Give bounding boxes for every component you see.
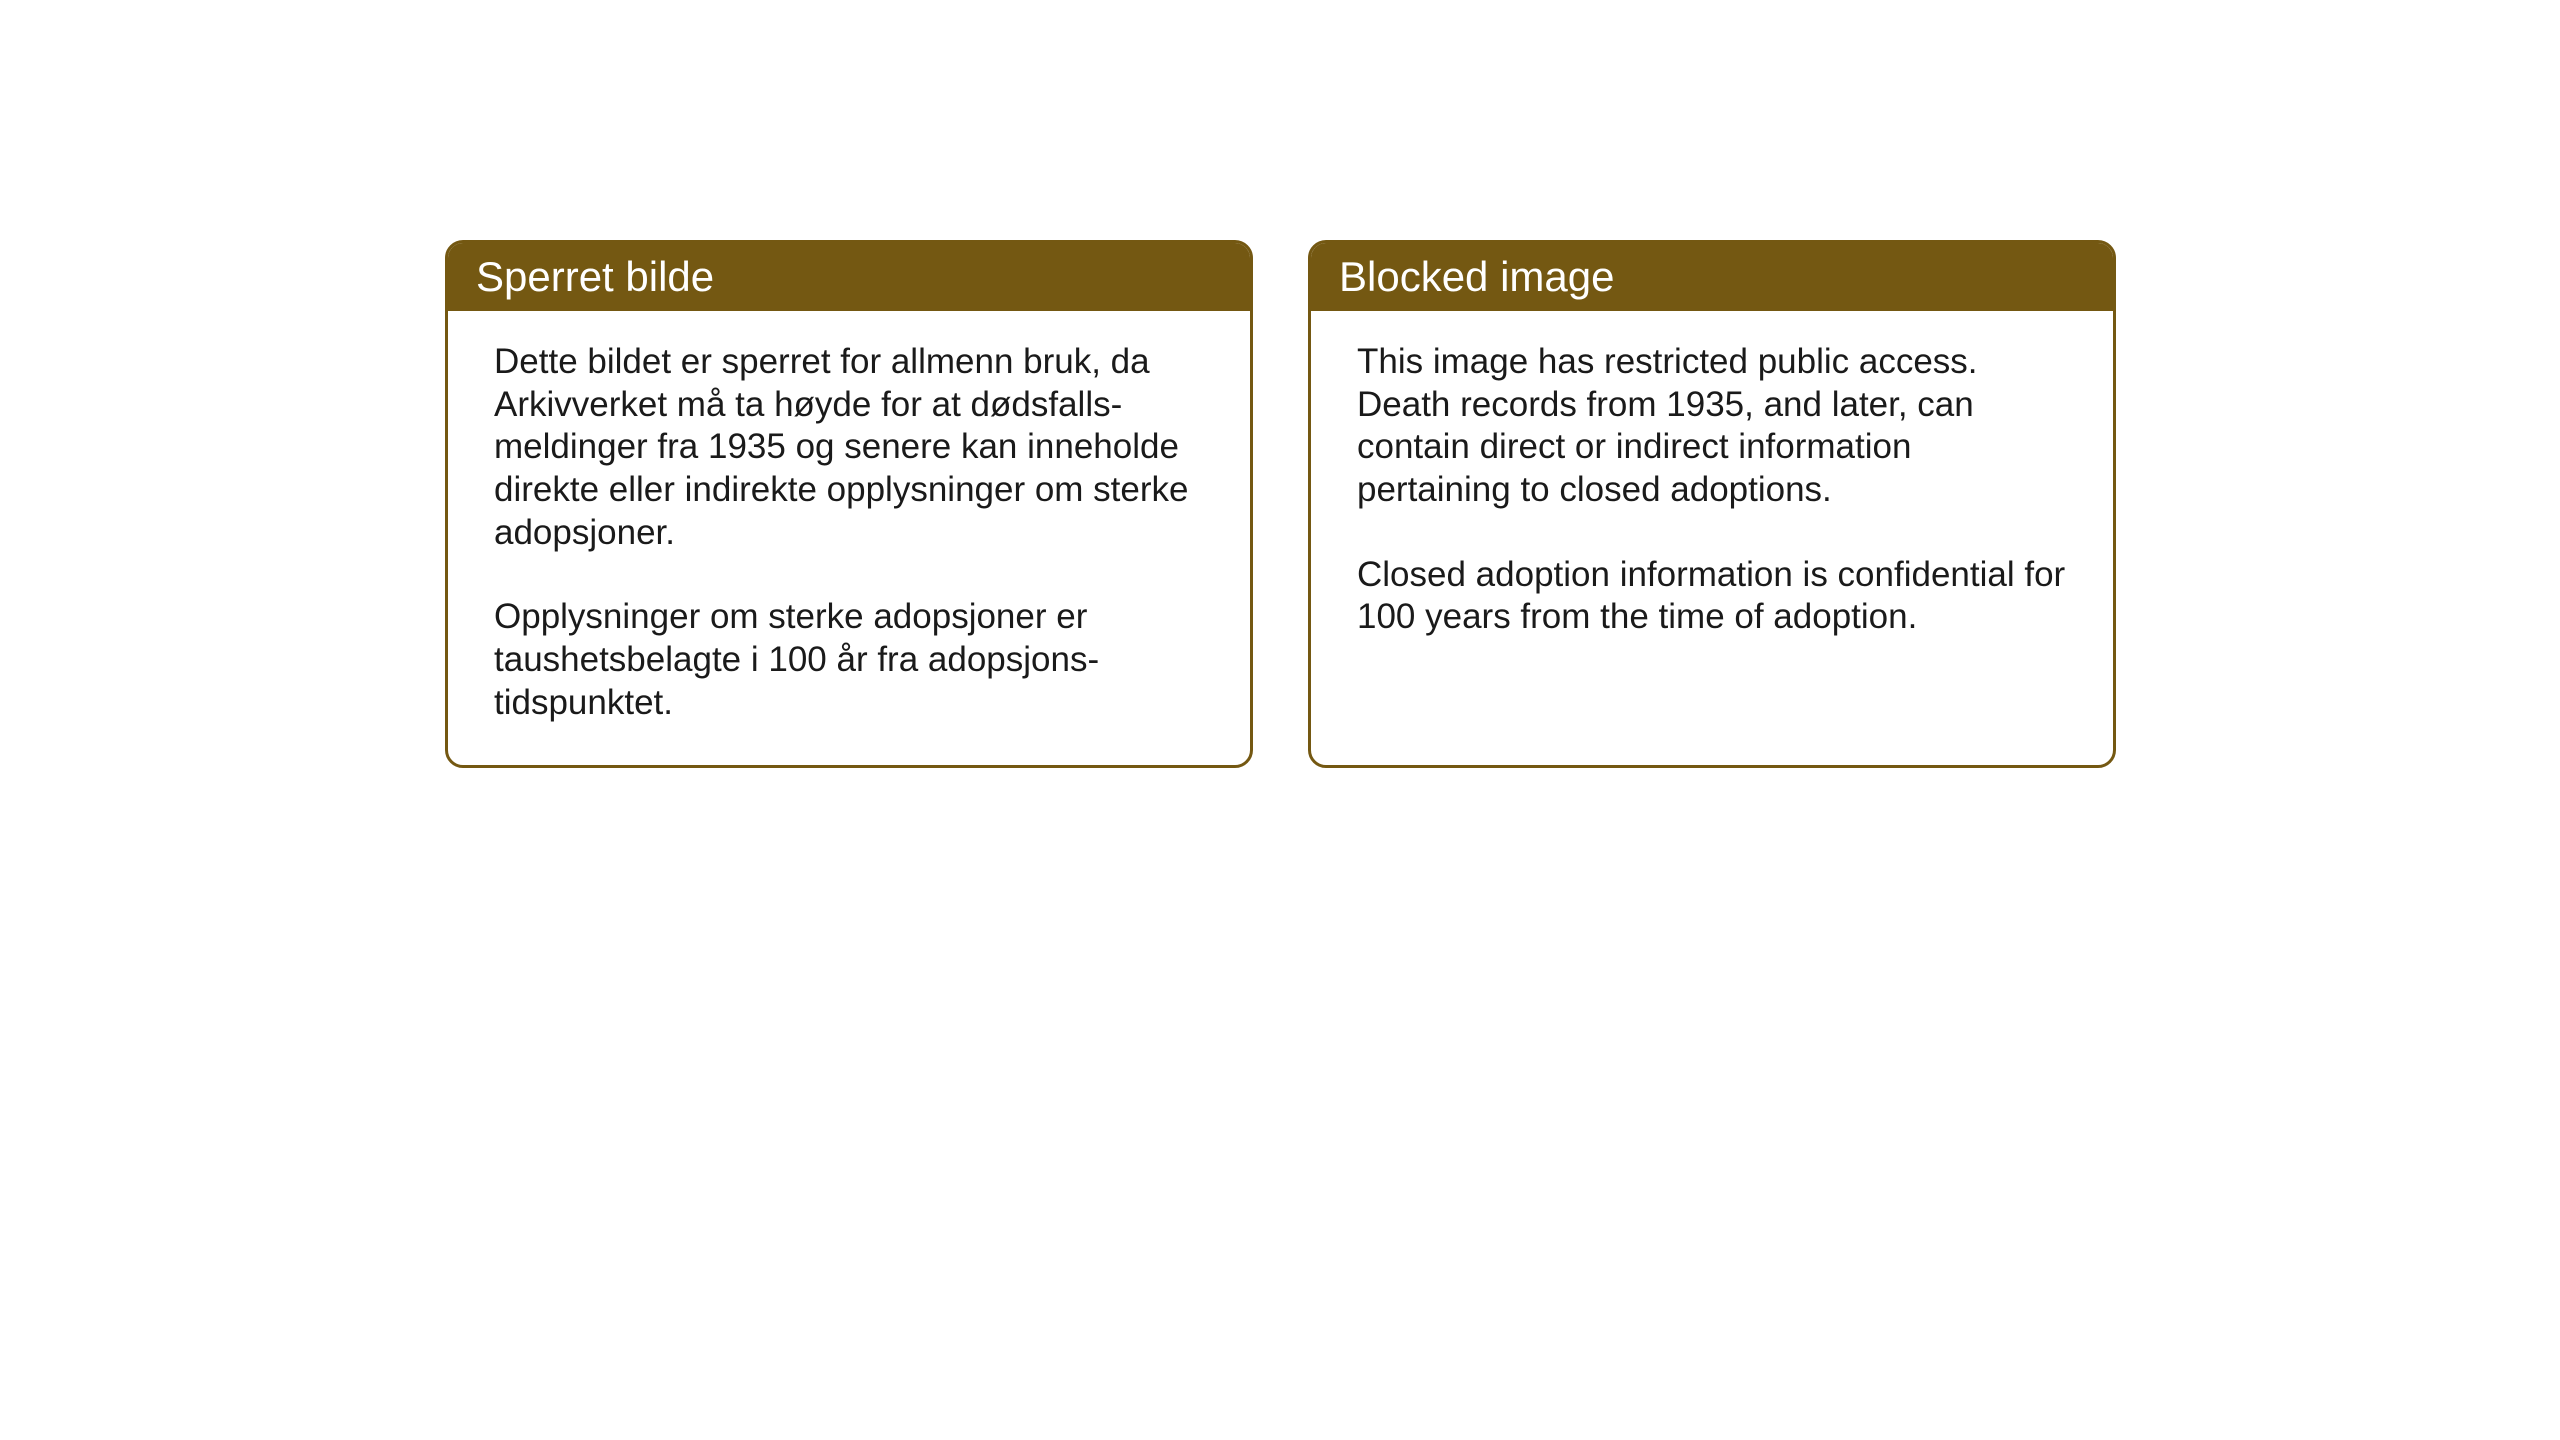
card-paragraph-2-norwegian: Opplysninger om sterke adopsjoner er tau… — [494, 596, 1204, 724]
notice-container: Sperret bilde Dette bildet er sperret fo… — [445, 240, 2116, 768]
card-body-norwegian: Dette bildet er sperret for allmenn bruk… — [448, 311, 1250, 765]
card-title-english: Blocked image — [1339, 253, 1614, 300]
card-body-english: This image has restricted public access.… — [1311, 311, 2113, 729]
card-paragraph-1-norwegian: Dette bildet er sperret for allmenn bruk… — [494, 341, 1204, 554]
notice-card-english: Blocked image This image has restricted … — [1308, 240, 2116, 768]
card-paragraph-1-english: This image has restricted public access.… — [1357, 341, 2067, 512]
card-paragraph-2-english: Closed adoption information is confident… — [1357, 554, 2067, 639]
card-header-english: Blocked image — [1311, 243, 2113, 311]
card-header-norwegian: Sperret bilde — [448, 243, 1250, 311]
card-title-norwegian: Sperret bilde — [476, 253, 714, 300]
notice-card-norwegian: Sperret bilde Dette bildet er sperret fo… — [445, 240, 1253, 768]
